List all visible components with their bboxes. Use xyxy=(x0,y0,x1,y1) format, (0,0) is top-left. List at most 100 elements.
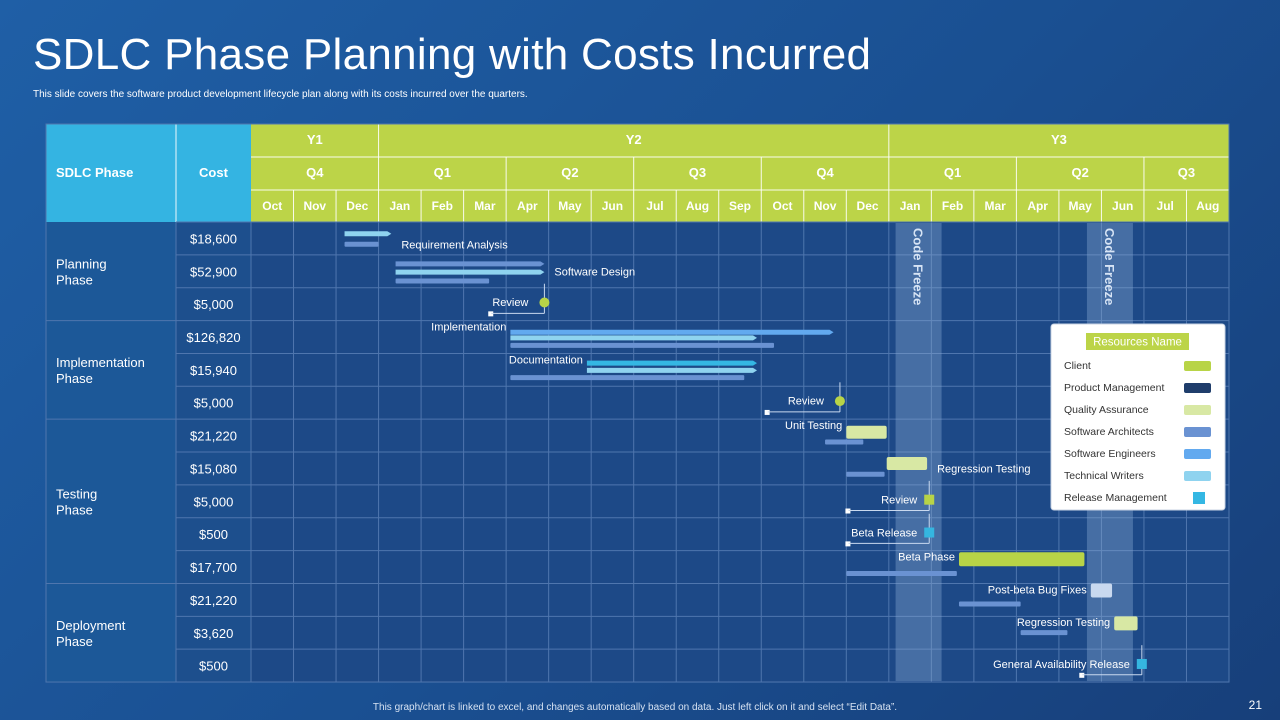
phase-label-line: Phase xyxy=(56,634,93,649)
task-label: Implementation xyxy=(431,321,506,333)
month-label: Mar xyxy=(984,199,1006,213)
task-bar xyxy=(958,552,1085,567)
month-label: Feb xyxy=(942,199,963,213)
task-label: Review xyxy=(492,297,528,309)
cost-value: $126,820 xyxy=(186,330,240,345)
milestone-start-marker xyxy=(845,541,851,547)
phase-label-line: Testing xyxy=(56,486,97,501)
task-bar xyxy=(1114,616,1138,631)
month-label: Jul xyxy=(646,199,663,213)
cost-value: $21,220 xyxy=(190,593,237,608)
legend-item-label: Release Management xyxy=(1064,492,1167,504)
month-label: Aug xyxy=(1196,199,1219,213)
task-bar xyxy=(510,342,775,348)
header-timeline-block xyxy=(251,124,1229,222)
milestone-marker xyxy=(924,494,935,505)
legend-item-label: Technical Writers xyxy=(1064,470,1144,482)
milestone-start-marker xyxy=(1079,672,1085,678)
phase-label-line: Deployment xyxy=(56,618,126,633)
cost-value: $18,600 xyxy=(190,231,237,246)
task-label: Regression Testing xyxy=(1017,617,1110,629)
task-label: General Availability Release xyxy=(993,659,1130,671)
cost-value: $15,940 xyxy=(190,363,237,378)
month-label: Jun xyxy=(602,199,623,213)
cost-value: $500 xyxy=(199,527,228,542)
year-label-y3: Y3 xyxy=(1051,132,1067,147)
task-bar xyxy=(846,471,885,477)
task-label: Documentation xyxy=(509,354,583,366)
task-bar xyxy=(825,439,864,445)
month-label: Mar xyxy=(474,199,496,213)
cost-value: $21,220 xyxy=(190,429,237,444)
code-freeze-label: Code Freeze xyxy=(1102,228,1117,305)
legend-swatch xyxy=(1184,449,1211,459)
slide-title: SDLC Phase Planning with Costs Incurred xyxy=(33,30,872,79)
milestone-marker xyxy=(1136,658,1147,669)
cost-value: $15,080 xyxy=(190,461,237,476)
phase-label-line: Planning xyxy=(56,256,107,271)
task-bar xyxy=(510,329,834,335)
month-label: Apr xyxy=(517,199,538,213)
table-border xyxy=(45,123,1230,683)
cost-value: $5,000 xyxy=(194,297,234,312)
task-label: Beta Phase xyxy=(898,551,955,563)
quarter-label: Q3 xyxy=(689,165,706,180)
quarter-label: Q2 xyxy=(561,165,578,180)
month-label: Apr xyxy=(1027,199,1048,213)
task-bar xyxy=(846,570,957,576)
legend-item-label: Product Management xyxy=(1064,382,1164,394)
month-label: Oct xyxy=(262,199,282,213)
legend-title: Resources Name xyxy=(1093,337,1182,349)
cost-value: $5,000 xyxy=(194,494,234,509)
month-label: Feb xyxy=(432,199,453,213)
task-label: Unit Testing xyxy=(785,420,842,432)
month-label: Jun xyxy=(1112,199,1133,213)
month-label: Aug xyxy=(686,199,709,213)
phase-column-header: SDLC Phase xyxy=(56,165,133,180)
task-bar xyxy=(395,278,490,284)
legend-title-bg xyxy=(1086,333,1189,350)
cost-value: $500 xyxy=(199,659,228,674)
task-label: Software Design xyxy=(554,266,635,278)
phase-label-line: Phase xyxy=(56,371,93,386)
legend-item-label: Software Architects xyxy=(1064,426,1154,438)
task-bar xyxy=(395,261,545,267)
task-bar xyxy=(344,241,379,247)
cost-value: $17,700 xyxy=(190,560,237,575)
task-bar xyxy=(586,360,758,366)
milestone-marker xyxy=(834,396,845,407)
task-label: Review xyxy=(881,495,917,507)
task-bar xyxy=(886,456,928,470)
slide-subtitle: This slide covers the software product d… xyxy=(33,89,528,100)
month-label: Sep xyxy=(729,199,751,213)
milestone-start-marker xyxy=(845,508,851,514)
legend-swatch xyxy=(1184,405,1211,415)
month-label: May xyxy=(1069,199,1093,213)
phase-column xyxy=(46,222,176,683)
legend-item-label: Quality Assurance xyxy=(1064,404,1149,416)
legend-swatch xyxy=(1184,361,1211,371)
milestone-marker xyxy=(539,297,550,308)
code-freeze-label: Code Freeze xyxy=(911,228,926,305)
task-label: Beta Release xyxy=(851,528,917,540)
quarter-label: Q4 xyxy=(816,165,834,180)
legend-swatch xyxy=(1184,471,1211,481)
year-label-y2: Y2 xyxy=(626,132,642,147)
phase-label-line: Phase xyxy=(56,502,93,517)
phase-label-line: Phase xyxy=(56,272,93,287)
legend-item-label: Software Engineers xyxy=(1064,448,1156,460)
quarter-label: Q4 xyxy=(306,165,324,180)
code-freeze-band xyxy=(895,223,942,682)
quarter-label: Q1 xyxy=(434,165,451,180)
quarter-label: Q3 xyxy=(1178,165,1195,180)
month-label: Dec xyxy=(857,199,879,213)
legend-swatch xyxy=(1184,427,1211,437)
task-bar xyxy=(395,269,545,275)
year-label-y1: Y1 xyxy=(307,132,323,147)
task-bar xyxy=(846,425,887,439)
quarter-label: Q2 xyxy=(1072,165,1089,180)
month-label: Jan xyxy=(900,199,921,213)
milestone-start-marker xyxy=(488,311,494,317)
month-label: Oct xyxy=(773,199,793,213)
